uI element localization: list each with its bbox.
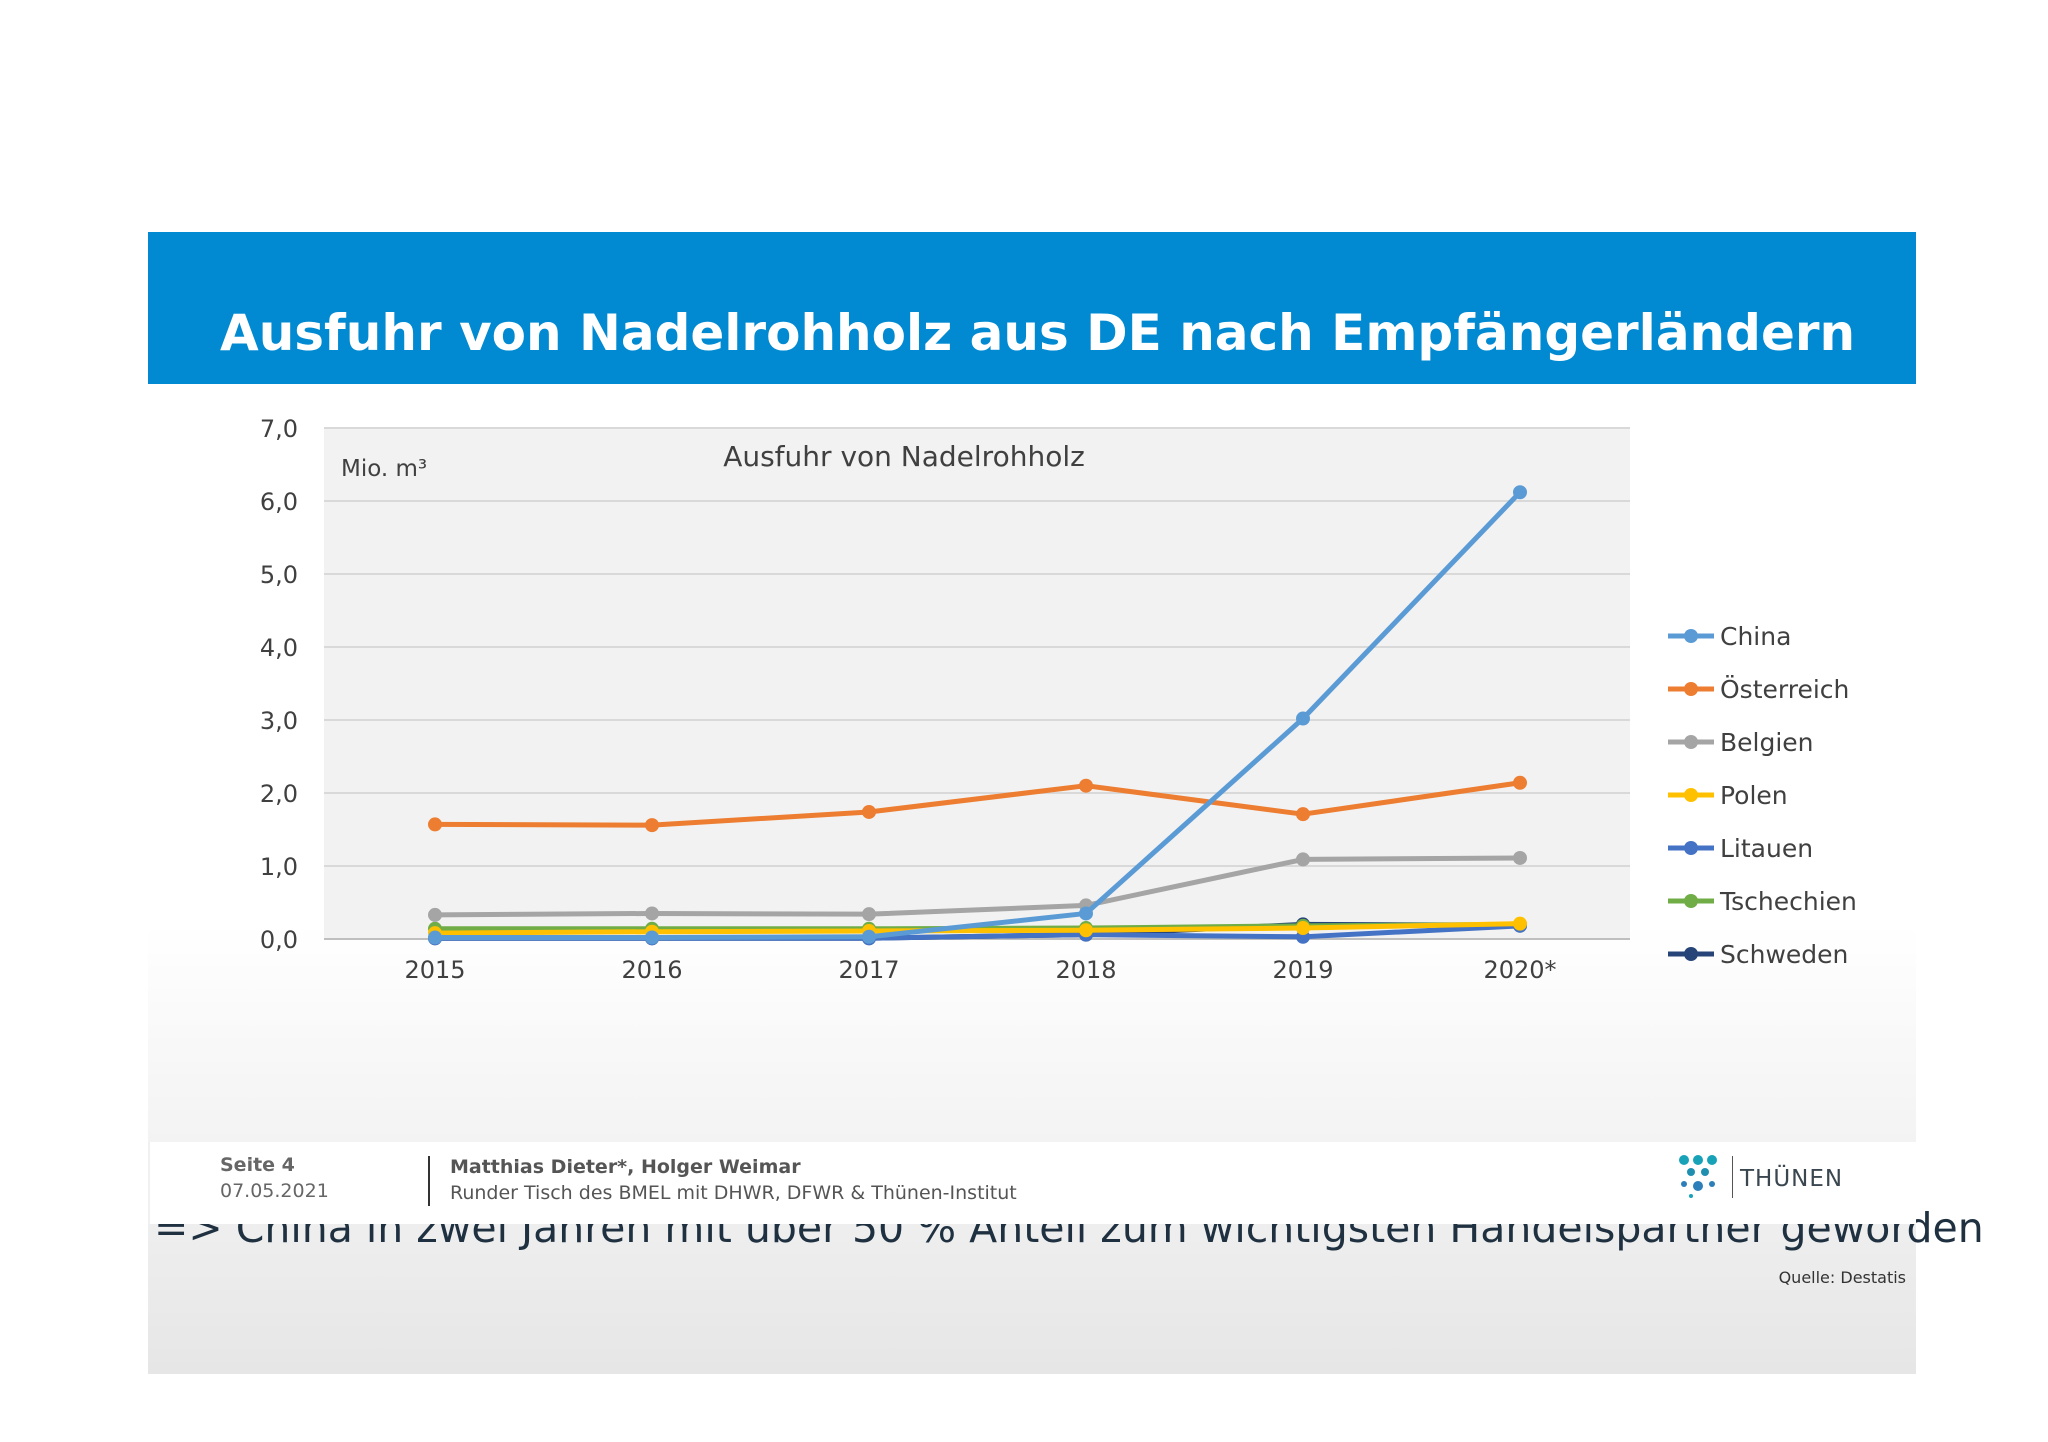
x-tick-label: 2020* [1483,956,1556,984]
legend-label: Belgien [1720,728,1814,757]
chart-series [428,485,1527,946]
slide-header: Ausfuhr von Nadelrohholz aus DE nach Emp… [148,232,1916,384]
content-area: 0,0 1,0 2,0 3,0 4,0 5,0 6,0 7,0 2015 2016 2017 201… [148,384,1984,1374]
legend-item: Schweden [1668,940,1848,969]
data-point [1513,850,1527,865]
series-line [434,780,1521,828]
logo-divider [1732,1156,1733,1198]
data-point [1513,775,1527,790]
page-number: Seite 4 [220,1154,295,1176]
chart-legend: China Österreich Belgien Polen Litauen Tschec… [1668,622,1857,969]
event-name: Runder Tisch des BMEL mit DHWR, DFWR & T… [450,1182,1017,1204]
data-point [428,817,442,832]
legend-label: Österreich [1720,675,1849,704]
footer-edge [148,1142,150,1224]
legend-swatch-marker [1684,947,1698,961]
y-tick-label: 0,0 [260,926,298,954]
series-china [428,485,1527,945]
legend-swatch-marker [1684,841,1698,855]
data-point [1079,778,1093,793]
y-tick-label: 3,0 [260,707,298,735]
source-note: Quelle: Destatis [1778,1268,1906,1287]
legend-swatch-marker [1684,629,1698,643]
data-point [1079,923,1093,938]
chart-title: Ausfuhr von Nadelrohholz [723,440,1085,473]
data-point [645,906,659,921]
y-tick-label: 5,0 [260,561,298,589]
data-point [1296,852,1310,867]
legend-label: Tschechien [1719,887,1857,916]
legend-swatch-marker [1684,788,1698,802]
plot-area [324,428,1630,939]
legend-item: Tschechien [1668,887,1857,916]
data-point [1296,807,1310,822]
series-österreich [428,775,1527,833]
data-point [428,907,442,922]
data-point [1513,916,1527,931]
data-point [645,930,659,945]
y-tick-label: 4,0 [260,634,298,662]
x-tick-label: 2015 [404,956,465,984]
x-axis-tick-labels: 2015 2016 2017 2018 2019 2020* [404,956,1556,984]
x-tick-label: 2017 [838,956,899,984]
y-tick-label: 7,0 [260,415,298,443]
x-tick-label: 2016 [621,956,682,984]
series-line [434,921,1521,936]
data-point [1513,485,1527,500]
slide: Ausfuhr von Nadelrohholz aus DE nach Emp… [148,232,1984,1374]
thuenen-logo: THÜNEN [1678,1154,1848,1204]
y-axis-unit-label: Mio. m³ [341,456,427,482]
legend-item: Belgien [1668,728,1814,757]
data-point [862,929,876,944]
logo-wordmark: THÜNEN [1740,1166,1844,1192]
data-point [1296,711,1310,726]
x-tick-label: 2019 [1272,956,1333,984]
y-tick-label: 2,0 [260,780,298,808]
legend-swatch-marker [1684,735,1698,749]
presentation-date: 07.05.2021 [220,1180,329,1202]
slide-title: Ausfuhr von Nadelrohholz aus DE nach Emp… [220,304,1856,362]
thuenen-dots-logo-icon [1679,1155,1717,1198]
footer-divider [428,1156,430,1206]
series-line [435,490,1522,941]
legend-label: Polen [1720,781,1788,810]
legend-item: China [1668,622,1791,651]
gridlines [324,427,1630,940]
data-point [1079,906,1093,921]
legend-label: China [1720,622,1791,651]
slide-footer: Seite 4 07.05.2021 Matthias Dieter*, Hol… [148,1142,1916,1224]
series-line [434,855,1521,918]
legend-item: Litauen [1668,834,1813,863]
x-tick-label: 2018 [1055,956,1116,984]
y-axis-tick-labels: 0,0 1,0 2,0 3,0 4,0 5,0 6,0 7,0 [260,415,298,954]
y-tick-label: 1,0 [260,853,298,881]
legend-label: Schweden [1720,940,1848,969]
data-point [428,930,442,945]
data-point [1296,921,1310,936]
line-chart: 0,01,02,03,04,05,06,07,0 2015 2016 2017 201… [260,415,1857,984]
legend-item: Österreich [1668,675,1849,704]
legend-item: Polen [1668,781,1788,810]
authors: Matthias Dieter*, Holger Weimar [450,1156,801,1178]
legend-label: Litauen [1720,834,1813,863]
legend-swatch-marker [1684,894,1698,908]
data-point [862,907,876,922]
data-point [862,804,876,819]
y-tick-label: 6,0 [260,488,298,516]
legend-swatch-marker [1684,682,1698,696]
data-point [645,818,659,833]
